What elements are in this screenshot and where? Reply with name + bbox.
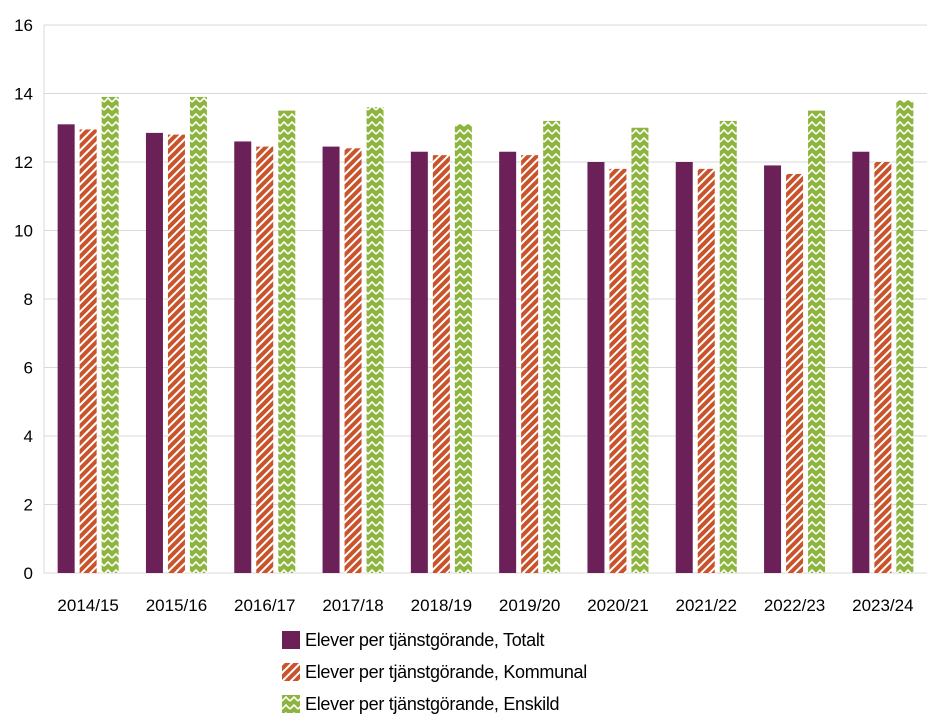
x-tick-label: 2023/24 <box>852 596 913 615</box>
bar-kommunal <box>697 168 715 573</box>
bar-enskild <box>278 110 296 573</box>
bar-totalt <box>764 165 782 574</box>
bar-kommunal <box>344 148 362 574</box>
legend-swatch-kommunal <box>282 663 300 681</box>
bar-enskild <box>543 120 561 574</box>
bar-kommunal <box>167 134 185 573</box>
bar-totalt <box>587 162 605 573</box>
bars <box>57 96 914 574</box>
bar-enskild <box>189 96 207 574</box>
legend-item-totalt: Elever per tjänstgörande, Totalt <box>282 624 587 656</box>
bar-totalt <box>234 141 252 573</box>
x-tick-label: 2020/21 <box>587 596 648 615</box>
legend-swatch-totalt <box>282 631 300 649</box>
y-tick-label: 14 <box>14 85 33 104</box>
x-tick-label: 2017/18 <box>322 596 383 615</box>
y-tick-label: 2 <box>24 496 33 515</box>
x-tick-label: 2021/22 <box>676 596 737 615</box>
bar-kommunal <box>79 129 97 573</box>
x-tick-label: 2014/15 <box>57 596 118 615</box>
y-tick-label: 0 <box>24 564 33 583</box>
y-tick-label: 4 <box>24 427 33 446</box>
bar-kommunal <box>256 146 274 573</box>
y-tick-label: 6 <box>24 359 33 378</box>
legend-label-enskild: Elever per tjänstgörande, Enskild <box>305 693 560 714</box>
bar-kommunal <box>874 162 892 573</box>
bar-totalt <box>852 151 870 573</box>
bar-enskild <box>101 96 119 574</box>
bar-chart: 0 2 4 6 8 10 12 14 16 2014/15 2015/16 2016/17 2017/… <box>14 16 927 615</box>
bar-totalt <box>410 151 428 573</box>
bar-enskild <box>896 100 914 573</box>
x-tick-label: 2022/23 <box>764 596 825 615</box>
bar-kommunal <box>609 168 627 573</box>
bar-enskild <box>631 127 649 573</box>
y-tick-label: 8 <box>24 290 33 309</box>
bar-totalt <box>322 146 340 573</box>
bar-enskild <box>454 124 472 573</box>
legend-label-kommunal: Elever per tjänstgörande, Kommunal <box>305 661 587 682</box>
bar-totalt <box>675 162 693 573</box>
bar-enskild <box>719 120 737 574</box>
x-tick-label: 2018/19 <box>411 596 472 615</box>
bar-totalt <box>145 132 163 573</box>
bar-enskild <box>808 110 826 573</box>
bar-kommunal <box>521 155 539 573</box>
x-tick-label: 2019/20 <box>499 596 560 615</box>
x-tick-label: 2015/16 <box>146 596 207 615</box>
x-tick-label: 2016/17 <box>234 596 295 615</box>
bar-kommunal <box>786 173 804 574</box>
bar-enskild <box>366 107 384 573</box>
y-tick-label: 16 <box>14 16 33 35</box>
y-tick-label: 12 <box>14 153 33 172</box>
legend-label-totalt: Elever per tjänstgörande, Totalt <box>305 629 545 650</box>
bar-totalt <box>499 151 517 573</box>
legend-item-enskild: Elever per tjänstgörande, Enskild <box>282 688 587 720</box>
y-tick-labels: 0 2 4 6 8 10 12 14 16 <box>14 16 33 583</box>
legend-swatch-enskild <box>282 695 300 713</box>
bar-totalt <box>57 124 75 573</box>
bar-kommunal <box>432 155 450 573</box>
legend: Elever per tjänstgörande, Totalt Elever … <box>282 624 587 720</box>
y-tick-label: 10 <box>14 222 33 241</box>
legend-item-kommunal: Elever per tjänstgörande, Kommunal <box>282 656 587 688</box>
x-tick-labels: 2014/15 2015/16 2016/17 2017/18 2018/19 2019/… <box>57 596 913 615</box>
